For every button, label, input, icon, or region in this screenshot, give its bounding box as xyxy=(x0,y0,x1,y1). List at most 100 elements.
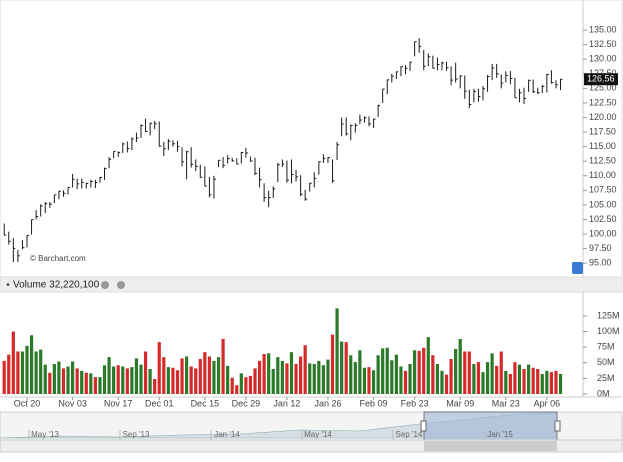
volume-bar xyxy=(362,367,367,394)
navigator-label: Sep '13 xyxy=(123,430,150,439)
volume-bar xyxy=(80,370,84,394)
volume-bar xyxy=(330,334,335,394)
volume-bar xyxy=(458,339,462,394)
volume-bar xyxy=(226,365,230,394)
volume-bar xyxy=(11,331,15,394)
volume-bar xyxy=(371,370,376,394)
volume-bar xyxy=(344,342,348,394)
volume-bar xyxy=(34,351,38,394)
volume-bar xyxy=(472,364,476,394)
volume-bar xyxy=(102,365,107,394)
volume-bar xyxy=(7,354,11,394)
volume-bar xyxy=(549,372,553,394)
volume-bar xyxy=(335,308,339,394)
volume-bar xyxy=(504,370,508,394)
y-tick-label: 117.50 xyxy=(589,126,616,136)
volume-bar xyxy=(476,362,481,394)
volume-bar xyxy=(467,351,471,394)
volume-bar xyxy=(48,372,52,394)
volume-bar xyxy=(312,364,316,394)
volume-bar xyxy=(235,385,239,394)
volume-bar xyxy=(289,352,294,394)
volume-bar xyxy=(545,370,549,394)
volume-bar xyxy=(376,355,380,394)
y-tick-label: 100.00 xyxy=(589,228,617,238)
volume-bar xyxy=(513,362,517,394)
navigator-selection[interactable] xyxy=(423,411,558,441)
volume-bar xyxy=(417,350,421,394)
volume-bar xyxy=(189,366,193,394)
volume-bar xyxy=(267,353,271,394)
navigator-handle[interactable] xyxy=(554,420,561,432)
settings-icon[interactable] xyxy=(101,281,109,289)
credit: © Barchart.com xyxy=(30,254,86,263)
volume-bar xyxy=(71,361,75,394)
y-tick-label: 125.00 xyxy=(589,83,617,93)
y-tick-label: 107.50 xyxy=(589,185,617,195)
volume-bar xyxy=(244,377,248,394)
volume-bar xyxy=(280,360,284,394)
volume-bar xyxy=(125,368,129,394)
volume-bar xyxy=(203,352,207,394)
volume-bar xyxy=(285,363,289,394)
volume-bar xyxy=(39,349,43,394)
volume-bar xyxy=(481,372,485,394)
y-tick-label: 50M xyxy=(597,357,615,367)
close-icon[interactable] xyxy=(117,281,125,289)
volume-bar xyxy=(408,364,412,394)
navigator-handle[interactable] xyxy=(420,420,427,432)
scrollbar-thumb[interactable] xyxy=(424,441,557,451)
volume-bar xyxy=(271,369,275,394)
volume-bar xyxy=(554,370,558,394)
volume-bar xyxy=(485,362,490,394)
volume-bar xyxy=(221,339,225,394)
volume-bar xyxy=(390,360,394,394)
volume-bar xyxy=(180,358,184,394)
navigator-label: Jan '14 xyxy=(214,430,240,439)
volume-bar xyxy=(431,355,435,394)
volume-bar xyxy=(308,363,312,394)
x-tick-label: Apr 06 xyxy=(534,398,561,408)
volume-bar xyxy=(157,342,161,394)
volume-bar xyxy=(358,350,362,394)
volume-bar xyxy=(248,375,253,394)
volume-bar xyxy=(508,374,512,394)
y-tick-label: 105.00 xyxy=(589,199,617,209)
volume-bar xyxy=(381,348,385,394)
x-tick-label: Mar 23 xyxy=(492,398,520,408)
volume-bar xyxy=(317,360,321,394)
volume-bar xyxy=(340,341,344,394)
x-tick-label: Jan 12 xyxy=(273,398,300,408)
y-tick-label: 95.00 xyxy=(589,258,612,268)
volume-bar xyxy=(262,354,266,394)
volume-bar xyxy=(171,367,175,394)
volume-bar xyxy=(540,374,544,394)
volume-bar xyxy=(522,369,526,394)
scale-button[interactable] xyxy=(572,262,583,274)
volume-bar xyxy=(107,357,111,394)
volume-bar xyxy=(517,364,522,394)
volume-bar xyxy=(148,369,152,394)
volume-bar xyxy=(57,361,61,394)
volume-bar xyxy=(299,356,303,394)
volume-bar xyxy=(399,366,403,394)
volume-bar xyxy=(294,364,298,394)
volume-bar xyxy=(385,347,389,394)
volume-bar xyxy=(303,345,307,394)
x-tick-label: Nov 17 xyxy=(104,398,133,408)
volume-bar xyxy=(66,366,70,394)
volume-bar xyxy=(413,350,417,394)
volume-bar xyxy=(166,367,170,394)
volume-bar xyxy=(349,355,353,394)
volume-bar xyxy=(253,368,257,394)
volume-bar xyxy=(321,365,325,394)
volume-bar xyxy=(98,377,102,394)
x-tick-label: Dec 01 xyxy=(145,398,174,408)
volume-bar xyxy=(153,379,157,394)
volume-bar xyxy=(527,364,531,394)
volume-bar xyxy=(558,374,563,394)
volume-bar xyxy=(89,373,93,394)
volume-bar xyxy=(93,377,97,394)
volume-bar xyxy=(367,367,371,394)
